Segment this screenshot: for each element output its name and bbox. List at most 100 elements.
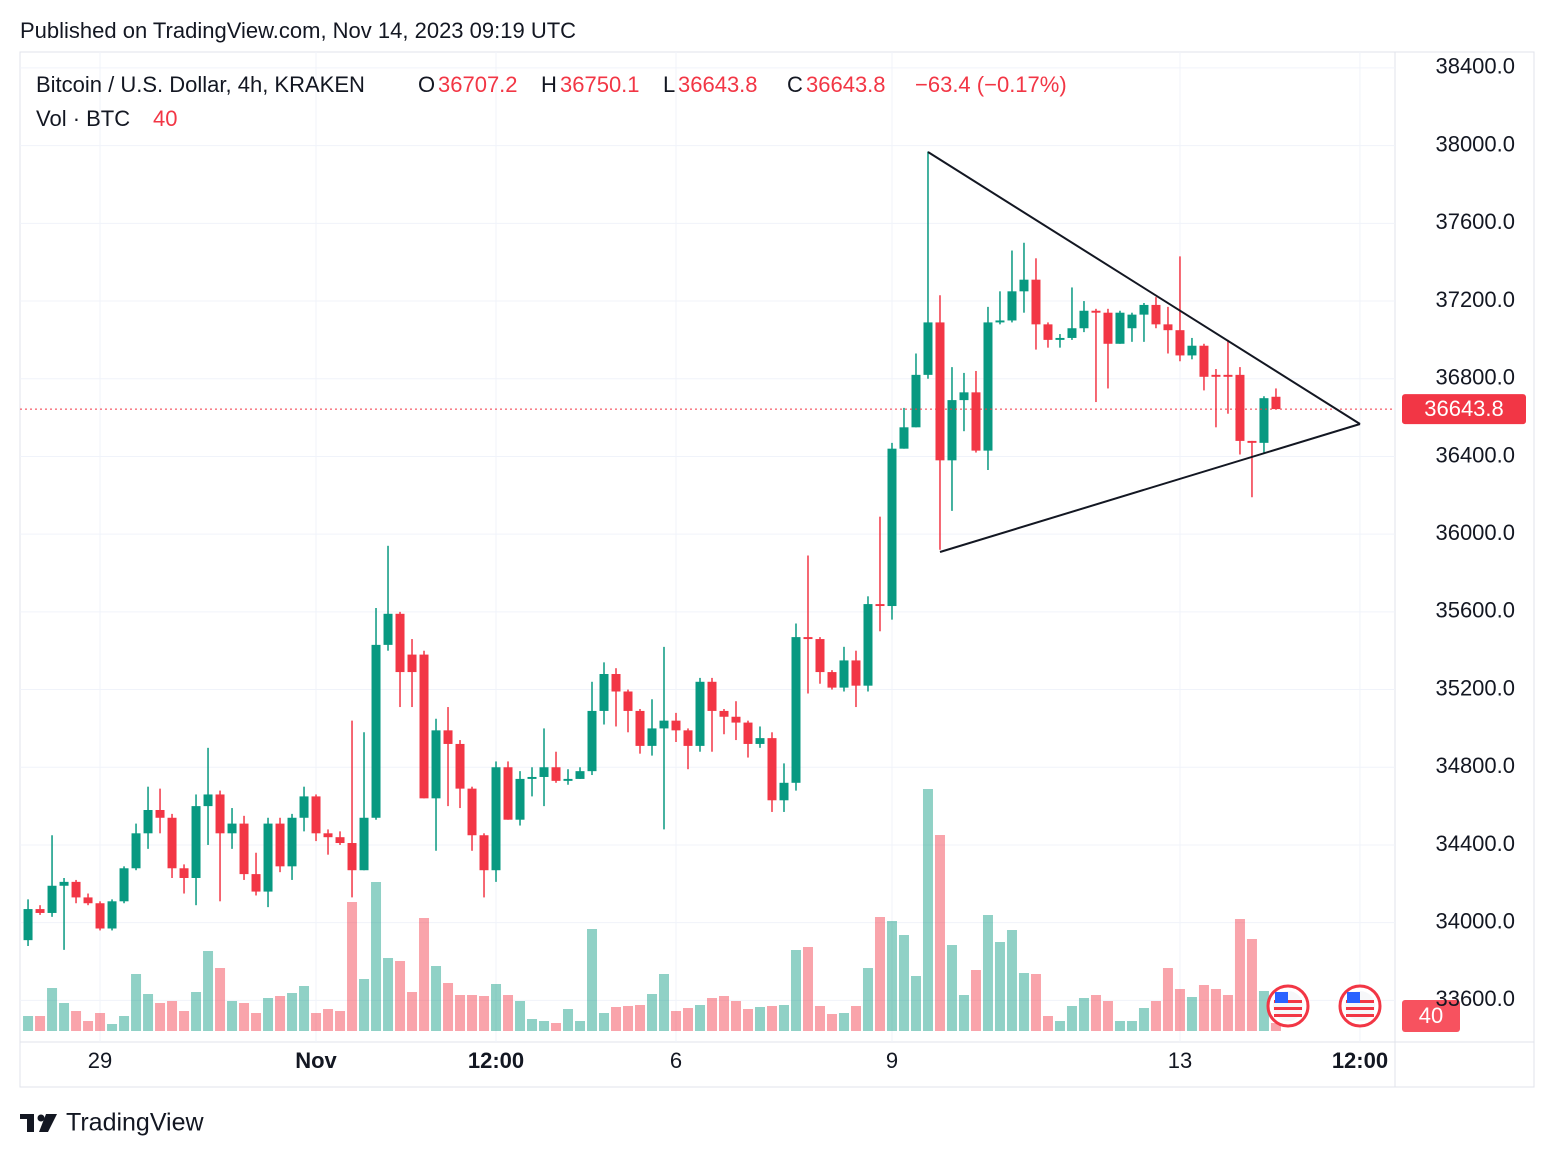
x-tick-label: 13 bbox=[1168, 1048, 1192, 1073]
volume-bar bbox=[407, 992, 418, 1031]
volume-bar bbox=[1174, 989, 1185, 1031]
brand-logo bbox=[20, 1114, 57, 1132]
volume-bar bbox=[730, 1001, 741, 1031]
volume-bar bbox=[706, 998, 717, 1031]
candle-body bbox=[83, 897, 93, 904]
volume-bar bbox=[683, 1008, 694, 1031]
volume-bar bbox=[239, 1003, 250, 1031]
candle-body bbox=[419, 654, 429, 799]
candle-body bbox=[1223, 374, 1233, 377]
candle-body bbox=[455, 743, 465, 789]
volume-bar bbox=[862, 968, 873, 1031]
volume-bar bbox=[742, 1009, 753, 1031]
volume-bar bbox=[814, 1006, 825, 1031]
candle-body bbox=[263, 823, 273, 892]
candle-body bbox=[275, 823, 285, 867]
volume-bar bbox=[934, 835, 945, 1031]
volume-bar bbox=[443, 983, 454, 1031]
candle-body bbox=[551, 767, 561, 781]
candle-body bbox=[671, 720, 681, 731]
volume-bar bbox=[371, 882, 382, 1031]
volume-bar bbox=[419, 918, 430, 1031]
volume-bar bbox=[766, 1006, 777, 1031]
event-flag bbox=[1266, 984, 1310, 1028]
candle-body bbox=[1019, 279, 1029, 292]
volume-bar bbox=[659, 974, 670, 1031]
candle-body bbox=[935, 322, 945, 461]
volume-bar bbox=[1066, 1006, 1077, 1031]
legend-key: H bbox=[541, 72, 557, 97]
volume-bar bbox=[203, 951, 214, 1031]
volume-bar bbox=[311, 1013, 322, 1031]
volume-bar bbox=[251, 1013, 262, 1031]
x-tick-label: 29 bbox=[88, 1048, 112, 1073]
volume-bar bbox=[35, 1016, 46, 1031]
volume-bar bbox=[455, 995, 466, 1031]
candle-body bbox=[947, 400, 957, 461]
last-price-label: 36643.8 bbox=[1424, 396, 1504, 421]
volume-bar bbox=[83, 1021, 94, 1031]
y-tick-label: 34400.0 bbox=[1435, 831, 1515, 856]
volume-bar bbox=[635, 1005, 646, 1031]
trend-line bbox=[939, 423, 1361, 553]
volume-bar bbox=[922, 789, 933, 1031]
volume-bar bbox=[539, 1021, 550, 1031]
y-tick-label: 34800.0 bbox=[1435, 753, 1515, 778]
volume-bar bbox=[479, 996, 490, 1031]
candle-body bbox=[119, 868, 129, 902]
candle-body bbox=[887, 448, 897, 607]
volume-bar bbox=[910, 976, 921, 1031]
candle-body bbox=[755, 738, 765, 744]
x-tick-label: 12:00 bbox=[468, 1048, 524, 1073]
candle-body bbox=[95, 903, 105, 929]
volume-bar bbox=[647, 994, 658, 1031]
y-tick-label: 36400.0 bbox=[1435, 442, 1515, 467]
candle-body bbox=[815, 639, 825, 673]
volume-bar bbox=[1006, 930, 1017, 1031]
volume-bar bbox=[958, 995, 969, 1031]
candle-body bbox=[899, 427, 909, 449]
candle-body bbox=[491, 767, 501, 871]
candle-body bbox=[1247, 440, 1257, 443]
candle-body bbox=[1259, 398, 1269, 443]
candle-body bbox=[731, 716, 741, 723]
candle-body bbox=[1271, 396, 1281, 410]
volume-bar bbox=[623, 1006, 634, 1031]
y-tick-label: 33600.0 bbox=[1435, 986, 1515, 1011]
candle-body bbox=[911, 374, 921, 428]
volume-bar bbox=[599, 1013, 610, 1031]
volume-bar bbox=[515, 1001, 526, 1031]
candle-body bbox=[467, 788, 477, 836]
candle-body bbox=[1235, 374, 1245, 441]
candle-body bbox=[1175, 330, 1185, 356]
legend-key: O bbox=[418, 72, 435, 97]
trend-line bbox=[927, 151, 1361, 425]
candle-body bbox=[611, 674, 621, 692]
volume-bar bbox=[395, 961, 406, 1031]
volume-bar bbox=[754, 1007, 765, 1031]
candle-body bbox=[995, 320, 1005, 323]
candle-body bbox=[179, 868, 189, 878]
volume-bar bbox=[1186, 997, 1197, 1031]
candle-body bbox=[1079, 310, 1089, 329]
volume-bar bbox=[155, 1003, 166, 1031]
volume-bar bbox=[946, 945, 957, 1031]
candle-body bbox=[719, 710, 729, 717]
candle-body bbox=[587, 710, 597, 772]
volume-bar bbox=[1090, 995, 1101, 1031]
legend-low: 36643.8 bbox=[678, 72, 758, 97]
candle-body bbox=[1115, 312, 1125, 344]
candle-body bbox=[335, 837, 345, 844]
candle-body bbox=[1139, 304, 1149, 315]
volume-bar bbox=[131, 974, 142, 1031]
volume-title: Vol · BTC bbox=[36, 106, 130, 131]
legend-open: 36707.2 bbox=[438, 72, 518, 97]
volume-bar bbox=[191, 992, 202, 1031]
candle-body bbox=[71, 881, 81, 898]
volume-bar bbox=[431, 966, 442, 1031]
candle-body bbox=[779, 782, 789, 801]
candle-body bbox=[1055, 337, 1065, 340]
volume-bar bbox=[778, 1005, 789, 1031]
candle-body bbox=[695, 681, 705, 746]
candle-body bbox=[743, 722, 753, 744]
